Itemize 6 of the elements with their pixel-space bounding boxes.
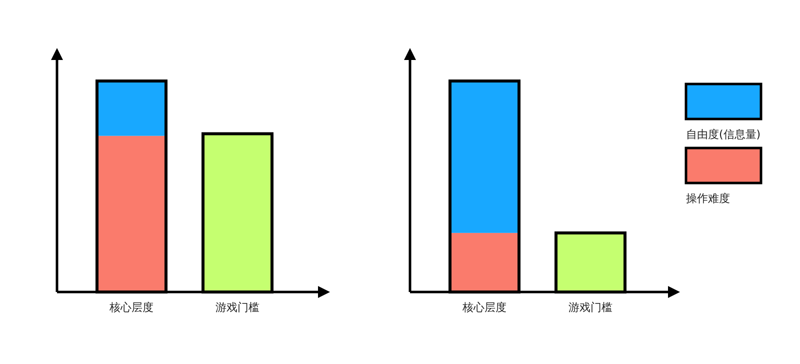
x-tick-label: 核心层度	[108, 301, 154, 314]
text: 操作难度	[686, 192, 730, 205]
x-tick-label: 游戏门槛	[568, 301, 612, 314]
x-tick-label: 游戏门槛	[216, 301, 260, 314]
x-tick-label: 核心层度	[462, 301, 506, 314]
text: 自由度(信息量)	[686, 128, 761, 141]
